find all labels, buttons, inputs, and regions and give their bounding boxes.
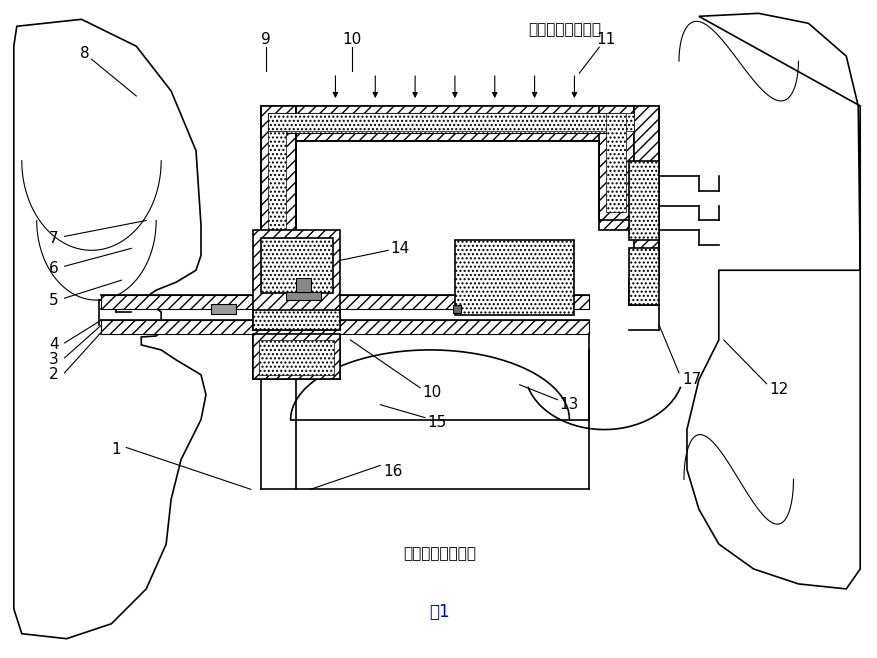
Bar (267, 113, 633, 131)
Text: 13: 13 (560, 397, 579, 412)
Bar (633, 106, 655, 141)
Bar (102, 295, 588, 309)
Text: 11: 11 (596, 32, 615, 47)
Text: 1: 1 (111, 442, 121, 457)
Bar (629, 161, 659, 240)
Bar (253, 230, 340, 330)
Text: 16: 16 (383, 464, 403, 479)
Bar (599, 106, 633, 230)
Text: 5: 5 (49, 293, 59, 308)
Bar (260, 106, 633, 141)
Polygon shape (14, 19, 206, 639)
Bar (453, 305, 460, 313)
Text: 7: 7 (49, 231, 59, 246)
Text: 内氢侧（高压区）: 内氢侧（高压区） (527, 22, 600, 37)
Text: 机外侧（低压区）: 机外侧（低压区） (403, 547, 476, 561)
Text: 3: 3 (49, 353, 59, 367)
Bar (253, 310, 340, 330)
Text: 14: 14 (390, 241, 410, 256)
Text: 9: 9 (260, 32, 270, 47)
Text: 10: 10 (342, 32, 361, 47)
Text: 图1: 图1 (428, 603, 449, 620)
Bar (267, 113, 624, 133)
Text: 6: 6 (49, 261, 59, 276)
Bar (633, 106, 659, 280)
Text: 4: 4 (49, 338, 59, 353)
Bar (260, 238, 333, 293)
Bar (296, 278, 310, 296)
Bar (629, 248, 659, 305)
Bar (285, 292, 320, 300)
Bar (210, 304, 236, 314)
Bar (102, 320, 588, 334)
Bar (259, 340, 334, 375)
Bar (260, 106, 296, 330)
Bar (253, 334, 340, 379)
Text: 2: 2 (49, 367, 59, 382)
Text: 8: 8 (80, 45, 89, 61)
Bar (454, 240, 574, 315)
Bar (266, 106, 633, 141)
Text: 15: 15 (427, 415, 446, 430)
Polygon shape (686, 13, 859, 589)
Text: 12: 12 (768, 382, 788, 397)
Bar (267, 131, 285, 290)
Text: 17: 17 (681, 372, 701, 388)
Bar (606, 113, 625, 213)
Text: 10: 10 (422, 385, 441, 400)
